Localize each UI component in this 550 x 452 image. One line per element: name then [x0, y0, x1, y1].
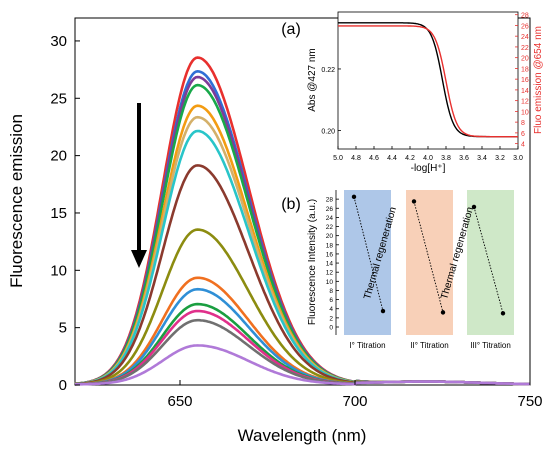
main-y-tick-label: 15 — [50, 205, 67, 222]
inset-a-x-tick-label: 4.6 — [369, 155, 379, 162]
intensity-point — [351, 194, 357, 200]
main-y-tick-label: 25 — [50, 90, 67, 107]
inset-b-y-tick-label: 24 — [326, 215, 334, 222]
main-x-axis-label: Wavelength (nm) — [238, 426, 367, 445]
inset-b-y-label: Fluorescence Intensity (a.u.) — [307, 199, 318, 325]
main-x-tick-label: 700 — [342, 393, 367, 410]
main-y-ticks: 0 5 10 15 20 25 30 — [50, 33, 80, 394]
inset-a-x-tick-label: 3.2 — [495, 155, 505, 162]
inset-b-y-tick-label: 12 — [326, 270, 334, 277]
main-y-tick-label: 30 — [50, 33, 67, 50]
intensity-point — [440, 310, 446, 315]
inset-b-points — [351, 194, 506, 316]
inset-a-right-tick-label: 8 — [521, 120, 525, 127]
inset-a-right-tick-label: 10 — [521, 109, 529, 116]
titration-band — [344, 190, 391, 335]
inset-a: (a) 5.0 4.8 4.6 4.4 4.2 4.0 3.8 3.6 3.4 3.2 3.0 0.2… — [281, 11, 544, 174]
inset-a-x-tick-label: 3.6 — [459, 155, 469, 162]
main-x-tick-label: 750 — [517, 393, 542, 410]
inset-a-label: (a) — [281, 21, 301, 38]
inset-a-x-tick-label: 4.2 — [405, 155, 415, 162]
inset-a-frame — [337, 11, 519, 150]
inset-a-right-tick-label: 4 — [521, 142, 525, 149]
main-y-tick-label: 0 — [59, 377, 67, 394]
intensity-point — [380, 308, 386, 314]
inset-a-right-tick-label: 20 — [521, 56, 529, 63]
inset-a-left-tick-label: 0.20 — [321, 129, 335, 136]
inset-b-categories: I° Titration II° Titration III° Titration — [349, 341, 510, 350]
inset-b-category-label: I° Titration — [349, 341, 385, 350]
inset-a-curves — [338, 22, 518, 138]
inset-a-right-tick-label: 16 — [521, 77, 529, 84]
inset-b-y-tick-label: 10 — [326, 279, 334, 286]
inset-a-x-tick-label: 4.0 — [423, 155, 433, 162]
main-x-ticks: 650 700 750 — [167, 380, 543, 410]
inset-a-x-tick-label: 4.8 — [351, 155, 361, 162]
intensity-point — [500, 311, 506, 316]
titration-curve — [338, 25, 518, 138]
inset-b-y-tick-label: 28 — [326, 197, 334, 204]
inset-a-x-tick-label: 5.0 — [333, 155, 343, 162]
inset-b-y-tick-label: 26 — [326, 206, 334, 213]
titration-link — [473, 206, 504, 314]
inset-b-y-tick-label: 2 — [329, 315, 333, 322]
inset-b-y-tick-label: 8 — [329, 288, 333, 295]
inset-b-y-tick-label: 18 — [326, 242, 334, 249]
main-y-tick-label: 5 — [59, 320, 67, 337]
inset-b-y-tick-label: 14 — [326, 261, 334, 268]
main-y-axis-label: Fluorescence emission — [7, 114, 26, 288]
inset-b-y-tick-label: 0 — [329, 325, 333, 332]
decrease-arrow-icon — [131, 103, 147, 268]
main-curves — [74, 56, 530, 386]
inset-b-label: (b) — [281, 196, 301, 213]
intensity-point — [471, 204, 477, 210]
inset-a-right-tick-label: 24 — [521, 34, 529, 41]
inset-a-right-tick-label: 26 — [521, 23, 529, 30]
inset-b-lines — [353, 196, 504, 314]
emission-curve — [75, 344, 530, 386]
inset-a-right-tick-label: 14 — [521, 88, 529, 95]
inset-b-bands — [344, 190, 514, 335]
main-y-tick-label: 10 — [50, 262, 67, 279]
intensity-point — [411, 199, 417, 204]
inset-b-category-label: III° Titration — [470, 341, 511, 350]
main-x-tick-label: 650 — [167, 393, 192, 410]
inset-a-right-y-label: Fluo emission @654 nm — [533, 26, 544, 134]
inset-a-right-tick-label: 28 — [521, 13, 529, 20]
titration-link — [413, 201, 444, 313]
inset-a-x-tick-label: 3.8 — [441, 155, 451, 162]
inset-a-x-label: -log[H⁺] — [411, 163, 446, 174]
inset-b-y-tick-label: 16 — [326, 251, 334, 258]
inset-a-ticks: 5.0 4.8 4.6 4.4 4.2 4.0 3.8 3.6 3.4 3.2 3.0 0.20 0.2… — [321, 13, 529, 162]
inset-b-y-tick-label: 20 — [326, 233, 334, 240]
inset-b-y-tick-label: 4 — [329, 306, 333, 313]
inset-a-right-tick-label: 12 — [521, 99, 529, 106]
inset-a-x-tick-label: 3.4 — [477, 155, 487, 162]
inset-a-right-tick-label: 18 — [521, 66, 529, 73]
inset-a-left-tick-label: 0.22 — [321, 67, 335, 74]
main-y-tick-label: 20 — [50, 148, 67, 165]
inset-a-right-tick-label: 22 — [521, 45, 529, 52]
inset-a-x-tick-label: 3.0 — [513, 155, 523, 162]
inset-b-category-label: II° Titration — [410, 341, 448, 350]
inset-a-x-tick-label: 4.4 — [387, 155, 397, 162]
inset-a-left-y-label: Abs @427 nm — [307, 48, 318, 112]
titration-band — [467, 190, 514, 335]
inset-b-y-tick-label: 6 — [329, 297, 333, 304]
inset-b-y-tick-label: 22 — [326, 224, 334, 231]
inset-a-right-tick-label: 6 — [521, 131, 525, 138]
